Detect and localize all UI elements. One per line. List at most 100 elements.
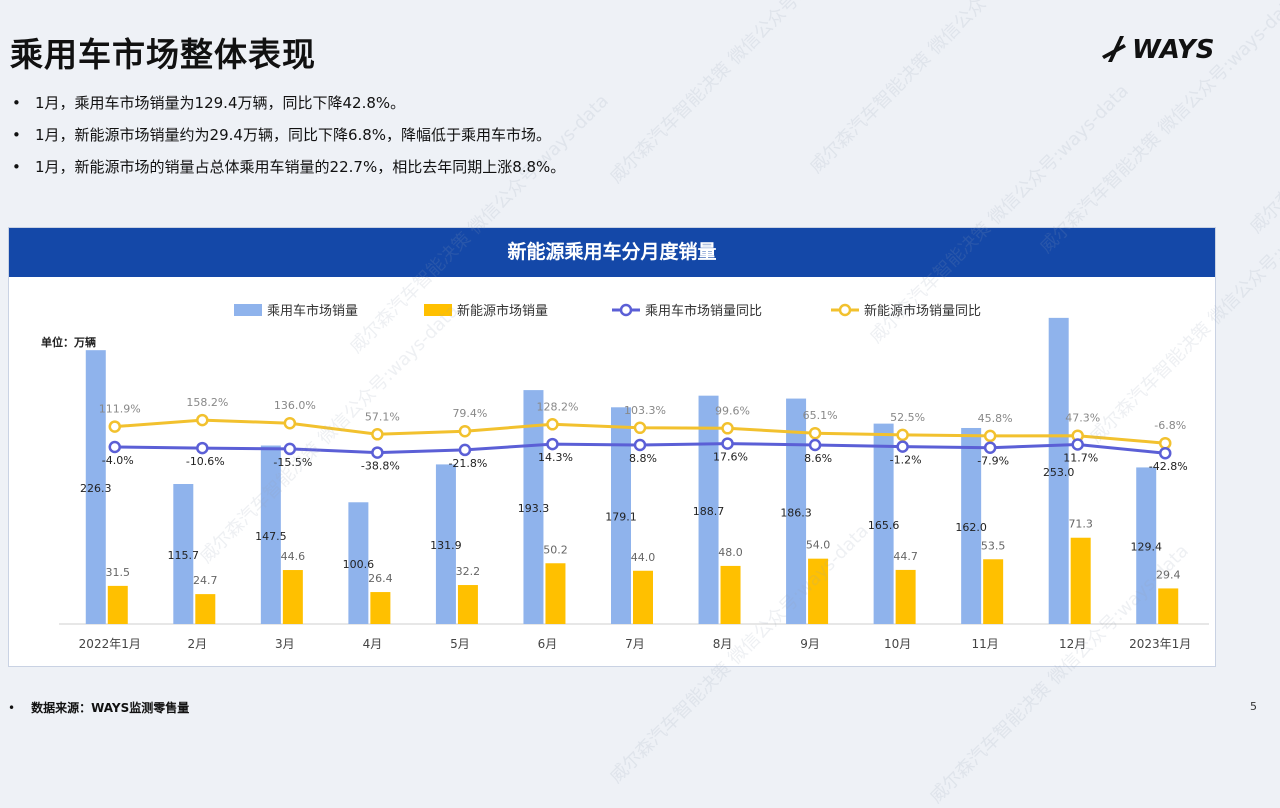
total-sales-label: 186.3	[780, 506, 812, 519]
legend-swatch	[234, 304, 262, 316]
unit-label: 单位：万辆	[41, 335, 96, 349]
total-sales-label: 179.1	[605, 511, 637, 524]
x-tick-label: 4月	[363, 637, 383, 651]
bullet-dot-icon: •	[12, 94, 21, 112]
nev-sales-bar	[895, 569, 916, 624]
nev-sales-bar	[457, 585, 478, 624]
x-tick-label: 10月	[884, 637, 911, 651]
summary-bullets: • 1月，乘用车市场销量为129.4万辆，同比下降42.8%。 • 1月，新能源市场…	[10, 90, 565, 186]
nev-yoy-label: 103.3%	[624, 404, 666, 417]
nev-sales-label: 24.7	[193, 574, 218, 587]
total-yoy-label: -10.6%	[186, 455, 225, 468]
chart-title: 新能源乘用车分月度销量	[9, 228, 1215, 277]
x-tick-label: 2023年1月	[1129, 637, 1191, 651]
bullet-text: 1月，乘用车市场销量为129.4万辆，同比下降42.8%。	[35, 94, 406, 112]
nev-sales-bar	[282, 570, 303, 624]
total-sales-bar	[611, 407, 631, 624]
total-yoy-label: 17.6%	[713, 451, 748, 464]
nev-yoy-label: 79.4%	[452, 407, 487, 420]
total-sales-bar	[1048, 317, 1069, 624]
total-sales-label: 115.7	[168, 549, 200, 562]
nev-yoy-point	[633, 421, 647, 435]
nev-yoy-point	[283, 416, 297, 430]
nev-yoy-point	[196, 413, 209, 427]
source-note: • 数据来源：WAYS监测零售量	[8, 699, 189, 716]
nev-yoy-point	[808, 426, 822, 440]
total-yoy-point	[371, 446, 384, 459]
nev-sales-label: 71.3	[1068, 518, 1093, 531]
total-yoy-point	[196, 441, 209, 455]
bullet-text: 1月，新能源市场的销量占总体乘用车销量的22.7%，相比去年同期上涨8.8%。	[35, 158, 566, 176]
total-yoy-point	[983, 441, 997, 454]
x-tick-label: 9月	[800, 637, 820, 651]
source-bullet-icon: •	[8, 701, 16, 715]
x-tick-label: 12月	[1059, 637, 1086, 651]
nev-sales-bar	[720, 565, 741, 624]
x-tick-label: 5月	[450, 637, 470, 651]
total-yoy-point	[721, 437, 734, 450]
nev-yoy-label: 158.2%	[186, 396, 228, 409]
total-yoy-point	[283, 442, 297, 456]
x-tick-label: 6月	[538, 637, 558, 651]
total-yoy-label: -42.8%	[1149, 460, 1188, 473]
total-sales-bar	[523, 390, 544, 624]
watermark-text: 威尔森汽车智能决策 微信公众号:ways-data	[805, 0, 1073, 178]
total-sales-bar	[961, 427, 982, 624]
nev-sales-label: 29.4	[1156, 568, 1181, 581]
nev-yoy-point	[108, 420, 122, 433]
bullet-item: • 1月，新能源市场销量约为29.4万辆，同比下降6.8%，降幅低于乘用车市场。	[10, 122, 565, 154]
nev-sales-bar	[370, 592, 391, 624]
nev-sales-label: 48.0	[718, 546, 743, 559]
logo-text: WAYS	[1132, 35, 1215, 65]
nev-sales-bar	[545, 563, 566, 624]
total-yoy-label: -1.2%	[890, 454, 922, 467]
total-sales-bar	[348, 502, 369, 624]
nev-yoy-label: 136.0%	[274, 399, 316, 412]
total-sales-label: 188.7	[693, 505, 725, 518]
legend-label: 新能源市场销量	[457, 303, 548, 319]
nev-sales-bar	[107, 585, 128, 624]
total-yoy-point	[1071, 438, 1084, 451]
total-yoy-point	[808, 438, 822, 452]
bullet-dot-icon: •	[12, 158, 21, 176]
total-sales-label: 147.5	[255, 530, 287, 543]
nev-yoy-label: -6.8%	[1154, 419, 1186, 432]
legend-label: 乘用车市场销量同比	[645, 303, 762, 319]
nev-yoy-point	[546, 418, 559, 431]
total-sales-bar	[786, 398, 807, 624]
nev-sales-bar	[633, 570, 653, 624]
nev-yoy-label: 47.3%	[1065, 412, 1100, 425]
nev-sales-label: 26.4	[368, 572, 393, 585]
nev-yoy-label: 45.8%	[978, 412, 1013, 425]
x-tick-label: 11月	[972, 637, 999, 651]
x-tick-label: 3月	[275, 637, 295, 651]
nev-yoy-point	[458, 424, 472, 438]
x-tick-label: 7月	[625, 637, 645, 651]
total-sales-label: 226.3	[80, 482, 112, 495]
total-sales-label: 165.6	[868, 519, 900, 532]
total-sales-label: 253.0	[1043, 466, 1075, 479]
total-yoy-point	[546, 437, 559, 451]
total-sales-bar	[85, 350, 106, 624]
total-sales-bar	[698, 395, 719, 624]
total-yoy-label: 14.3%	[538, 451, 573, 464]
total-sales-label: 162.0	[955, 521, 987, 534]
nev-sales-bar	[983, 559, 1004, 624]
total-yoy-point	[896, 440, 909, 453]
total-sales-bar	[1136, 467, 1157, 624]
nev-yoy-point	[371, 428, 384, 441]
total-yoy-label: -7.9%	[977, 455, 1009, 468]
x-tick-label: 2月	[187, 637, 207, 651]
total-sales-bar	[173, 484, 194, 624]
ways-logo: WAYS	[1100, 30, 1220, 70]
total-yoy-label: 8.6%	[804, 452, 832, 465]
total-sales-bar	[435, 464, 456, 624]
total-yoy-label: 8.8%	[629, 452, 657, 465]
total-sales-bar	[260, 445, 281, 624]
bullet-item: • 1月，新能源市场的销量占总体乘用车销量的22.7%，相比去年同期上涨8.8%。	[10, 154, 565, 186]
total-sales-label: 100.6	[343, 558, 375, 571]
total-yoy-point	[633, 438, 647, 452]
nev-sales-label: 32.2	[456, 565, 481, 578]
page-title: 乘用车市场整体表现	[10, 35, 316, 74]
